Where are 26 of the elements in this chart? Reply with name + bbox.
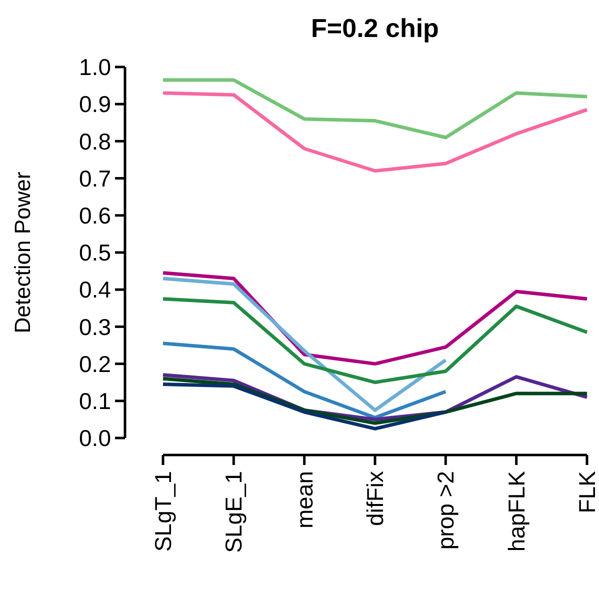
x-tick-label: mean bbox=[291, 471, 318, 529]
y-tick-label: 0.8 bbox=[79, 128, 111, 154]
y-tick-label: 0.4 bbox=[79, 276, 112, 303]
y-tick-label: 0.5 bbox=[79, 240, 111, 266]
line-series bbox=[161, 342, 448, 420]
y-tick-label: 0.0 bbox=[79, 425, 111, 452]
line-series bbox=[161, 382, 448, 430]
x-tick-label: SLgT_1 bbox=[150, 471, 176, 552]
x-tick-label: SLgE_1 bbox=[220, 471, 247, 553]
line-series bbox=[161, 297, 589, 384]
y-axis-title: Detection Power bbox=[10, 172, 35, 334]
line-series bbox=[161, 91, 589, 173]
y-tick-label: 0.1 bbox=[79, 388, 111, 414]
x-tick-label: prop >2 bbox=[432, 471, 459, 550]
x-tick-label: hapFLK bbox=[503, 470, 530, 552]
y-tick-label: 1.0 bbox=[79, 54, 111, 80]
line-series bbox=[161, 276, 448, 412]
y-tick-label: 0.7 bbox=[79, 165, 111, 192]
y-tick-label: 0.6 bbox=[79, 202, 111, 228]
y-tick-label: 0.2 bbox=[79, 350, 111, 377]
y-tick-label: 0.9 bbox=[79, 91, 111, 118]
line-series bbox=[161, 78, 589, 140]
x-tick-label: difFix bbox=[362, 470, 388, 526]
x-tick-label: FLK bbox=[574, 470, 599, 514]
y-tick-label: 0.3 bbox=[79, 314, 111, 340]
chart-title: F=0.2 chip bbox=[311, 13, 439, 43]
